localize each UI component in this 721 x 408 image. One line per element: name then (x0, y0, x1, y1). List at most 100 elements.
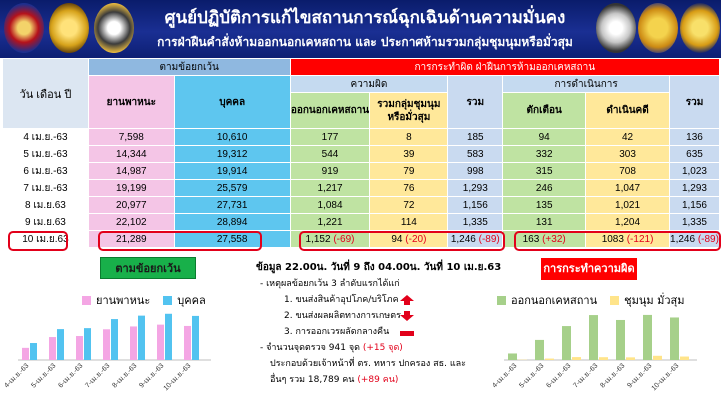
cell-vehicle: 14,987 (87, 162, 175, 180)
legend-label-vehicle: ยานพาหนะ (96, 294, 151, 307)
cell-vehicle: 19,199 (87, 179, 175, 197)
bar-series1-3 (589, 315, 598, 360)
up-arrow-icon (400, 295, 414, 305)
table-row: 8 เม.ย.63 20,977 27,731 1,084 72 1,156 135 1,02… (2, 196, 721, 214)
x-tick-label: 10-เม.ย.-63 (163, 362, 193, 392)
vehicle-header: ยานพาหนะ (87, 75, 175, 129)
delta-total1: (-89) (478, 233, 500, 245)
legend-swatch-person (163, 295, 173, 305)
cell-person: 19,914 (173, 162, 291, 180)
reason-2-label: 2. ขนส่งผลผลิตทางการเกษตร (284, 311, 401, 321)
violation-bar-chart: 4-เม.ย.-63 5-เม.ย.-63 6-เม.ย.-63 7-เม.ย.-63… (491, 314, 697, 392)
cell-date: 6 เม.ย.-63 (2, 162, 89, 180)
cell-person: 27,558 (173, 230, 291, 248)
delta-warn: (+32) (542, 233, 566, 245)
cell-gather: 72 (369, 196, 449, 214)
cell-prosecute: 1,047 (585, 179, 670, 197)
x-tick-label: 7-เม.ย.-63 (572, 362, 599, 389)
cell-prosecute: 42 (585, 128, 670, 146)
total-offense-header: รวม (447, 75, 504, 129)
cell-prosecute: 1,204 (585, 213, 670, 231)
cell-total1: 583 (447, 145, 504, 163)
cell-date: 8 เม.ย.63 (2, 196, 89, 214)
page-title: ศูนย์ปฏิบัติการแก้ไขสถานการณ์ฉุกเฉินด้าน… (164, 8, 566, 28)
army-emblem-icon (49, 3, 89, 53)
legend-label-person: บุคคล (177, 294, 206, 307)
table-row: 9 เม.ย.63 22,102 28,894 1,221 114 1,335 131 1,2… (2, 213, 721, 231)
prosecute-header: ดำเนินคดี (585, 92, 670, 129)
offense-subheader: ความผิด (289, 75, 449, 93)
cell-date: 10 เม.ย.63 (2, 230, 89, 248)
reason-1-label: 1. ขนส่งสินค้าอุปโภค/บริโภค (284, 295, 399, 305)
cell-prosecute: 303 (585, 145, 670, 163)
table-row-latest: 10 เม.ย.63 21,289 27,558 1,152 (-69) 94 … (2, 230, 721, 248)
cell-vehicle: 22,102 (87, 213, 175, 231)
reason-item-2: 2. ขนส่งผลผลิตทางการเกษตร (256, 308, 506, 324)
cell-prosecute: 708 (585, 162, 670, 180)
delta-gather: (-20) (405, 233, 427, 245)
table-row: 6 เม.ย.-63 14,987 19,914 919 79 998 315 708 1,02… (2, 162, 721, 180)
cell-vehicle: 20,977 (87, 196, 175, 214)
bar-series1-3 (103, 329, 110, 360)
reason-item-1: 1. ขนส่งสินค้าอุปโภค/บริโภค (256, 292, 506, 308)
bar-series1-2 (562, 326, 571, 360)
checkpoint-bar-chart: 4-เม.ย.-63 5-เม.ย.-63 6-เม.ย.-63 7-เม.ย.-63… (3, 313, 211, 392)
cell-person: 10,610 (173, 128, 291, 146)
cell-warn: 163 (+32) (502, 230, 587, 248)
officers-line-1: ประกอบด้วยเจ้าหน้าที่ ตร. ทหาร ปกครอง สธ… (270, 359, 467, 369)
reason-3-label: 3. การออกเวรผลัดกลางคืน (284, 327, 390, 337)
bar-series1-6 (184, 325, 191, 360)
cell-total2: 136 (668, 128, 721, 146)
bar-series2-6 (192, 315, 199, 360)
table-row: 5 เม.ย.-63 14,344 19,312 544 39 583 332 303 635 (2, 145, 721, 163)
x-tick-label: 6-เม.ย.-63 (545, 362, 572, 389)
bar-series2-1 (57, 329, 64, 360)
bar-series1-2 (76, 336, 83, 360)
cell-total1: 1,156 (447, 196, 504, 214)
cell-warn: 332 (502, 145, 587, 163)
airforce-emblem-icon (596, 3, 636, 53)
cell-total1: 998 (447, 162, 504, 180)
cell-warn: 94 (502, 128, 587, 146)
cell-outside: 177 (289, 128, 371, 146)
cell-date: 9 เม.ย.63 (2, 213, 89, 231)
outside-header: ออกนอกเคหสถาน (289, 92, 371, 129)
cell-person: 19,312 (173, 145, 291, 163)
x-tick-label: 8-เม.ย.-63 (111, 362, 138, 389)
delta-outside: (-69) (333, 233, 355, 245)
cell-total1: 1,335 (447, 213, 504, 231)
cell-total2: 1,335 (668, 213, 721, 231)
bar-series1-1 (49, 337, 56, 360)
warn-header: ตักเตือน (502, 92, 587, 129)
table-row: 4 เม.ย.-63 7,598 10,610 177 8 185 94 42 136 (2, 128, 721, 146)
cell-person: 28,894 (173, 213, 291, 231)
cell-total2: 1,293 (668, 179, 721, 197)
checkpoint-count: - จำนวนจุดตรวจ 941 จุด (+15 จุด) (260, 343, 403, 353)
down-arrow-icon (400, 311, 414, 321)
bar-series1-5 (643, 314, 652, 360)
bar-series1-4 (616, 319, 625, 360)
x-tick-label: 5-เม.ย.-63 (30, 362, 57, 389)
navy-emblem-icon (94, 3, 134, 53)
date-header: วัน เดือน ปี (2, 58, 89, 129)
legend-swatch-gather (610, 295, 620, 305)
checkpoint-chart-title: ตามข้อยกเว้น (100, 257, 196, 279)
header-banner: ศูนย์ปฏิบัติการแก้ไขสถานการณ์ฉุกเฉินด้าน… (0, 0, 721, 58)
delta-total2: (-89) (697, 233, 719, 245)
cell-total1: 1,293 (447, 179, 504, 197)
x-tick-label: 8-เม.ย.-63 (599, 362, 626, 389)
legend-label-outside: ออกนอกเคหสถาน (511, 294, 598, 307)
violation-chart-title: การกระทำความผิด (541, 258, 637, 280)
cell-total2: 1,156 (668, 196, 721, 214)
person-header: บุคคล (173, 75, 291, 129)
police-emblem-icon (638, 3, 678, 53)
cell-outside: 1,217 (289, 179, 371, 197)
cell-outside: 1,221 (289, 213, 371, 231)
bar-series2-3 (599, 357, 608, 360)
cell-total2: 1,023 (668, 162, 721, 180)
cell-gather: 79 (369, 162, 449, 180)
cell-warn: 315 (502, 162, 587, 180)
military-emblem-icon (4, 3, 44, 53)
cell-gather: 8 (369, 128, 449, 146)
x-tick-label: 5-เม.ย.-63 (518, 362, 545, 389)
